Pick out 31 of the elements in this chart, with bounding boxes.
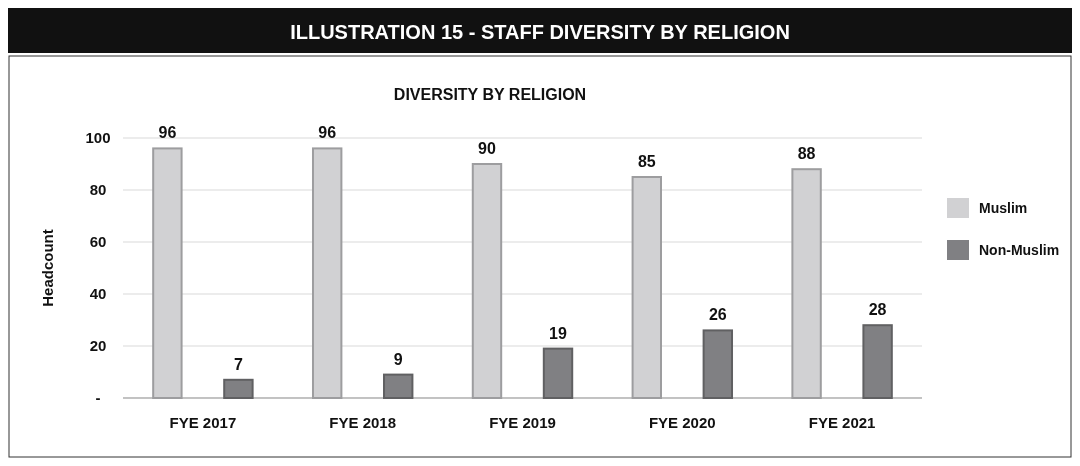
y-tick-label: 80 bbox=[89, 181, 107, 198]
bar bbox=[862, 324, 893, 399]
x-tick-label: FYE 2017 bbox=[169, 414, 237, 431]
x-tick-label: FYE 2018 bbox=[329, 414, 397, 431]
y-tick-label: - bbox=[95, 389, 101, 406]
legend-label: Non-Muslim bbox=[979, 242, 1060, 258]
chart-subtitle: DIVERSITY BY RELIGION bbox=[393, 86, 587, 103]
data-label: 96 bbox=[158, 124, 177, 142]
bar bbox=[223, 378, 254, 399]
y-tick-label: 100 bbox=[85, 129, 111, 146]
data-label: 26 bbox=[708, 306, 727, 324]
chart-title: ILLUSTRATION 15 - STAFF DIVERSITY BY RELIGION bbox=[290, 21, 790, 43]
y-axis-title: Headcount bbox=[39, 229, 56, 307]
y-tick-label: 40 bbox=[89, 285, 107, 302]
data-label: 88 bbox=[797, 145, 816, 163]
bar bbox=[702, 329, 734, 399]
y-tick-label: 20 bbox=[89, 337, 107, 354]
x-tick-label: FYE 2019 bbox=[489, 414, 556, 431]
x-tick-label: FYE 2021 bbox=[808, 414, 876, 431]
bar bbox=[542, 347, 574, 399]
legend-label: Muslim bbox=[979, 200, 1028, 216]
x-tick-label: FYE 2020 bbox=[648, 414, 716, 431]
data-label: 19 bbox=[549, 324, 568, 342]
data-label: 90 bbox=[478, 140, 496, 157]
data-label: 85 bbox=[637, 153, 656, 170]
y-tick-label: 60 bbox=[89, 233, 107, 250]
data-label: 28 bbox=[868, 301, 887, 319]
data-label: 96 bbox=[318, 124, 337, 142]
bar bbox=[383, 373, 414, 399]
data-label: 7 bbox=[233, 355, 243, 373]
data-label: 9 bbox=[393, 350, 403, 368]
